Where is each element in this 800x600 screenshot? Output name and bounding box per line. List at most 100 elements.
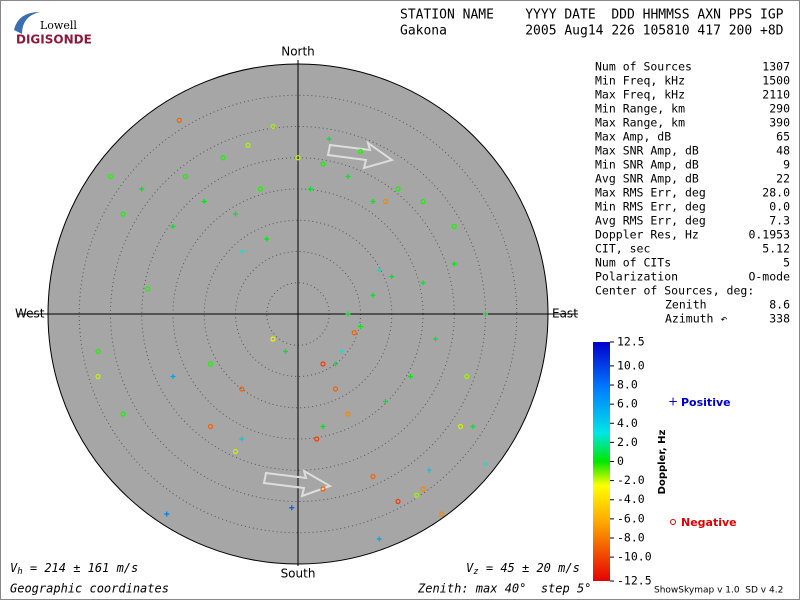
source-circle: [345, 411, 351, 417]
colorbar: [593, 342, 610, 581]
source-plus: [483, 311, 488, 317]
source-plus: [383, 399, 388, 404]
stat-label: Avg SNR Amp, dB: [595, 172, 699, 186]
colorbar-tick-label: -10.0: [617, 550, 652, 564]
stat-label: CIT, sec: [595, 242, 650, 256]
source-plus: [389, 274, 395, 279]
colorbar-tick-label: 4.0: [617, 416, 638, 430]
stat-value: 290: [769, 102, 790, 116]
stat-label: Max RMS Err, deg: [595, 186, 706, 200]
logo-bottom: DIGISONDE: [16, 33, 92, 47]
logo-top: Lowell: [40, 19, 77, 32]
colorbar-tick-label: 8.0: [617, 378, 638, 392]
legend-marker: [670, 519, 676, 525]
stat-label: Min RMS Err, deg: [595, 200, 706, 214]
direction-label: North: [281, 45, 315, 59]
source-circle: [95, 348, 101, 355]
source-circle: [257, 186, 264, 192]
source-circle: [320, 161, 326, 167]
colorbar-tick-label: 2.0: [617, 435, 638, 449]
colorbar-tick-label: 6.0: [617, 397, 638, 411]
vh-value: = 214 ± 161 m/s: [23, 561, 139, 575]
source-circle: [120, 411, 126, 417]
source-circle: [239, 386, 245, 392]
source-circle: [220, 155, 226, 161]
source-circle: [95, 373, 101, 380]
colorbar-tick-label: -12.5: [617, 574, 652, 588]
source-plus: [451, 261, 457, 267]
stat-label: Min SNR Amp, dB: [595, 158, 699, 172]
source-plus: [420, 280, 426, 286]
source-plus: [433, 336, 438, 342]
source-plus: [408, 374, 413, 379]
stat-value: 5.12: [762, 242, 790, 256]
source-circle: [145, 286, 151, 292]
source-plus: [170, 374, 176, 379]
source-plus: [233, 211, 238, 217]
stat-value: 5: [783, 256, 790, 270]
stat-value: 65: [776, 130, 790, 144]
source-circle: [182, 173, 189, 180]
source-plus: [470, 424, 476, 429]
source-circle: [270, 336, 276, 342]
legend-entry: Negative: [681, 516, 737, 529]
colorbar-tick-label: 12.5: [617, 335, 645, 349]
source-plus: [170, 224, 176, 229]
source-plus: [264, 236, 270, 242]
source-circle: [457, 423, 464, 430]
stat-value: O-mode: [748, 270, 790, 284]
header-line: Gakona 2005 Aug14 226 105810 417 200 +8D: [400, 24, 784, 39]
source-plus: [239, 436, 245, 442]
stat-label: Min Range, km: [595, 102, 685, 116]
colorbar-tick-label: -8.0: [617, 530, 645, 544]
colorbar-tick-label: 0: [617, 454, 624, 468]
stat-label: Max Freq, kHz: [595, 88, 685, 102]
stat-label: Avg RMS Err, deg: [595, 214, 706, 228]
stat-value: 28.0: [762, 186, 790, 200]
colorbar-tick-label: 10.0: [617, 358, 645, 372]
stat-value: 0.0: [769, 200, 790, 214]
source-circle: [320, 486, 326, 492]
source-circle: [395, 498, 401, 505]
stat-label: Min Freq, kHz: [595, 74, 685, 88]
stat-label: Max SNR Amp, dB: [595, 144, 699, 158]
colorbar-tick-label: -4.0: [617, 492, 645, 506]
legend-marker: +: [668, 395, 678, 409]
source-circle: [370, 473, 376, 480]
vh-symbol: V: [10, 561, 18, 575]
source-circle: [357, 148, 364, 155]
source-circle: [395, 186, 401, 192]
stat-label: Doppler Res, Hz: [595, 228, 699, 242]
source-circle: [232, 448, 239, 455]
stat-value: 0.1953: [748, 228, 790, 242]
stat-value: 9: [783, 158, 790, 172]
source-plus: [308, 186, 313, 192]
source-plus: [201, 199, 207, 204]
source-plus: [283, 349, 288, 354]
source-plus: [345, 311, 351, 317]
stat-value: 390: [769, 116, 790, 130]
source-circle: [107, 173, 114, 180]
direction-label: East: [552, 307, 578, 321]
source-circle: [439, 511, 445, 517]
stat-label: Num of Sources: [595, 60, 692, 74]
stat-label: Max Range, km: [595, 116, 685, 130]
source-circle: [245, 142, 251, 148]
source-plus: [345, 174, 351, 179]
source-plus: [339, 349, 345, 354]
vz-value: = 45 ± 20 m/s: [479, 561, 580, 575]
stat-value: 7.3: [769, 214, 790, 228]
source-plus: [483, 461, 488, 467]
legend-entry: Positive: [681, 396, 731, 409]
vz-label: Vz = 45 ± 20 m/s: [466, 561, 580, 577]
vz-sub: z: [473, 567, 478, 577]
zenith-note: Zenith: max 40° step 5°: [417, 582, 591, 596]
colorbar-label: Doppler, Hz: [657, 430, 668, 495]
stat-value: 22: [776, 172, 790, 186]
stat-value: 338: [769, 312, 790, 326]
velocity-arrow: [326, 140, 395, 170]
stat-label: Num of CITs: [595, 256, 671, 270]
source-circle: [464, 373, 470, 380]
colorbar-tick-label: -2.0: [617, 473, 645, 487]
